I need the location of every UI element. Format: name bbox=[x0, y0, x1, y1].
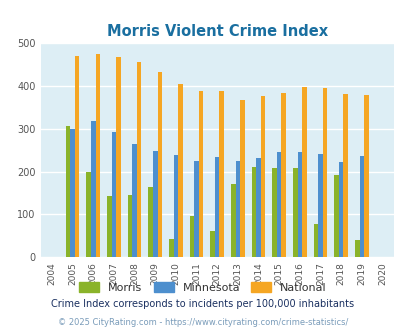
Bar bbox=[260, 96, 265, 257]
Text: © 2025 CityRating.com - https://www.cityrating.com/crime-statistics/: © 2025 CityRating.com - https://www.city… bbox=[58, 318, 347, 327]
Bar bbox=[214, 157, 219, 257]
Bar bbox=[198, 91, 203, 257]
Bar bbox=[157, 72, 162, 257]
Bar bbox=[194, 161, 198, 257]
Legend: Morris, Minnesota, National: Morris, Minnesota, National bbox=[75, 278, 330, 297]
Bar bbox=[318, 154, 322, 257]
Bar bbox=[256, 158, 260, 257]
Text: Crime Index corresponds to incidents per 100,000 inhabitants: Crime Index corresponds to incidents per… bbox=[51, 299, 354, 309]
Title: Morris Violent Crime Index: Morris Violent Crime Index bbox=[107, 24, 327, 39]
Bar bbox=[333, 175, 338, 257]
Bar bbox=[313, 224, 318, 257]
Bar bbox=[251, 167, 256, 257]
Bar bbox=[297, 152, 301, 257]
Bar bbox=[91, 121, 95, 257]
Bar bbox=[359, 156, 363, 257]
Bar bbox=[153, 151, 157, 257]
Bar bbox=[66, 126, 70, 257]
Bar bbox=[178, 83, 182, 257]
Bar bbox=[168, 239, 173, 257]
Bar bbox=[75, 56, 79, 257]
Bar bbox=[70, 129, 75, 257]
Bar bbox=[95, 54, 100, 257]
Bar bbox=[272, 168, 276, 257]
Bar bbox=[107, 196, 111, 257]
Bar bbox=[292, 168, 297, 257]
Bar bbox=[230, 183, 235, 257]
Bar bbox=[148, 187, 153, 257]
Bar bbox=[210, 231, 214, 257]
Bar bbox=[86, 172, 91, 257]
Bar bbox=[343, 94, 347, 257]
Bar bbox=[301, 87, 306, 257]
Bar bbox=[128, 195, 132, 257]
Bar bbox=[173, 155, 178, 257]
Bar bbox=[338, 162, 343, 257]
Bar bbox=[116, 57, 120, 257]
Bar bbox=[239, 100, 244, 257]
Bar bbox=[363, 95, 368, 257]
Bar bbox=[132, 144, 136, 257]
Bar bbox=[354, 240, 359, 257]
Bar bbox=[235, 161, 239, 257]
Bar bbox=[219, 91, 224, 257]
Bar bbox=[136, 62, 141, 257]
Bar bbox=[281, 93, 285, 257]
Bar bbox=[111, 132, 116, 257]
Bar bbox=[322, 88, 326, 257]
Bar bbox=[276, 152, 281, 257]
Bar bbox=[189, 216, 194, 257]
